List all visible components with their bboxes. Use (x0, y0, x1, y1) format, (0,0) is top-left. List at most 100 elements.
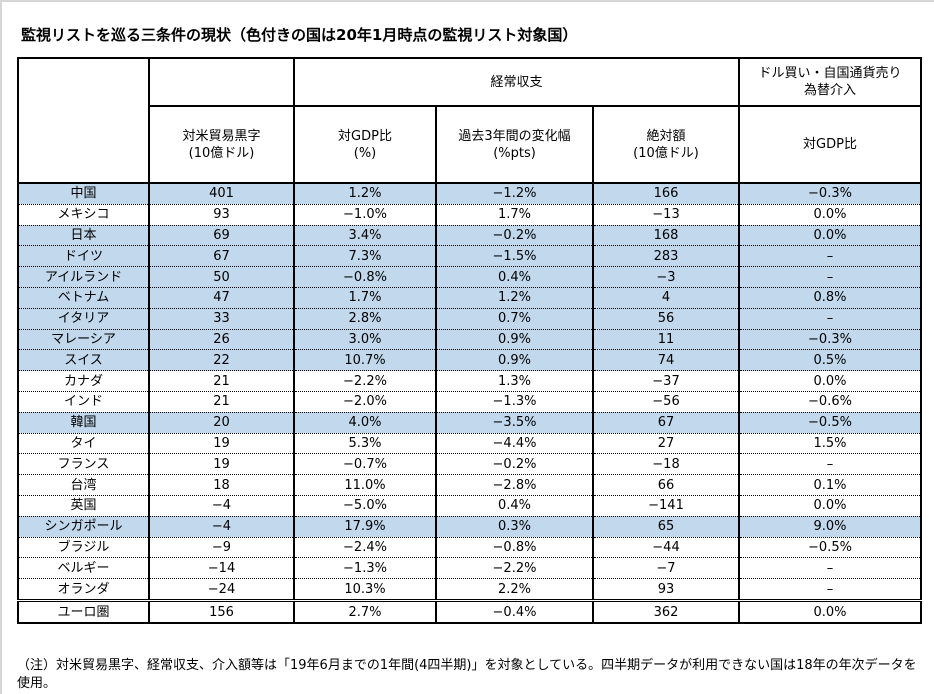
value-cell: 4.0% (293, 411, 437, 434)
col-header-change-3y: 過去3年間の変化幅 (%pts) (435, 105, 594, 184)
trade-surplus-group-cell (148, 57, 295, 107)
country-cell: ブラジル (17, 536, 150, 558)
value-cell: 1.5% (738, 432, 922, 454)
value-cell: 166 (592, 181, 740, 205)
value-cell: −0.2% (435, 453, 594, 475)
value-cell: −4 (148, 494, 295, 517)
value-cell: −44 (592, 536, 740, 558)
country-cell: ベルギー (17, 557, 150, 579)
country-cell: アイルランド (17, 266, 150, 288)
value-cell: 50 (148, 266, 295, 288)
value-cell: 1.7% (435, 203, 594, 226)
value-cell: −0.5% (738, 536, 922, 558)
value-cell: −9 (148, 536, 295, 558)
country-cell: 台湾 (17, 474, 150, 496)
value-cell: −18 (592, 453, 740, 475)
value-cell: 3.0% (293, 328, 437, 350)
value-cell: 69 (148, 224, 295, 246)
value-cell: – (738, 307, 922, 330)
value-cell: – (738, 557, 922, 579)
value-cell: 56 (592, 307, 740, 330)
value-cell: 0.3% (435, 515, 594, 538)
value-cell: −2.2% (293, 370, 437, 392)
value-cell: −3 (592, 266, 740, 288)
value-cell: 3.4% (293, 224, 437, 246)
value-cell: – (738, 266, 922, 288)
country-cell: マレーシア (17, 328, 150, 350)
country-cell: 日本 (17, 224, 150, 246)
table-row: ブラジル −9 −2.4% −0.8% −44 −0.5% (17, 536, 922, 558)
value-cell: 19 (148, 453, 295, 475)
country-cell: シンガポール (17, 515, 150, 538)
value-cell: −0.2% (435, 224, 594, 246)
value-cell: −0.8% (435, 536, 594, 558)
value-cell: 20 (148, 411, 295, 434)
value-cell: −141 (592, 494, 740, 517)
table-header: 経常収支 ドル買い・自国通貨売り 為替介入 対米貿易黒字 (10億ドル) 対GD… (17, 57, 922, 184)
col-header-gdp-ratio: 対GDP比 (%) (293, 105, 437, 184)
table-row: シンガポール −4 17.9% 0.3% 65 9.0% (17, 515, 922, 538)
table-row: メキシコ 93 −1.0% 1.7% −13 0.0% (17, 203, 922, 226)
value-cell: −4.4% (435, 432, 594, 454)
value-cell: −1.0% (293, 203, 437, 226)
table-row: 韓国 20 4.0% −3.5% 67 −0.5% (17, 411, 922, 434)
value-cell: 27 (592, 432, 740, 454)
value-cell: 74 (592, 349, 740, 371)
table-row: オランダ −24 10.3% 2.2% 93– (17, 578, 922, 601)
value-cell: 18 (148, 474, 295, 496)
country-cell: オランダ (17, 578, 150, 601)
value-cell: −14 (148, 557, 295, 579)
value-cell: 0.0% (738, 370, 922, 392)
value-cell: 5.3% (293, 432, 437, 454)
value-cell: 0.4% (435, 494, 594, 517)
page-title: 監視リストを巡る三条件の現状（色付きの国は20年1月時点の監視リスト対象国） (21, 26, 578, 44)
value-cell: 1.2% (293, 181, 437, 205)
value-cell: −0.5% (738, 411, 922, 434)
value-cell: 0.0% (738, 224, 922, 246)
value-cell: −0.4% (435, 598, 594, 624)
country-cell: ドイツ (17, 245, 150, 267)
table-row: インド 21 −2.0% −1.3% −56 −0.6% (17, 390, 922, 413)
value-cell: – (738, 245, 922, 267)
value-cell: −2.0% (293, 390, 437, 413)
country-cell: カナダ (17, 370, 150, 392)
country-cell: 英国 (17, 494, 150, 517)
value-cell: 401 (148, 181, 295, 205)
table-row: イタリア 33 2.8% 0.7% 56– (17, 307, 922, 330)
table-body: 中国 401 1.2% −1.2% 166 −0.3% メキシコ 93 −1.0% 1.7% −13… (17, 181, 922, 624)
value-cell: 22 (148, 349, 295, 371)
value-cell: 1.3% (435, 370, 594, 392)
monitoring-list-table: 経常収支 ドル買い・自国通貨売り 為替介入 対米貿易黒字 (10億ドル) 対GD… (17, 57, 922, 625)
value-cell: 9.0% (738, 515, 922, 538)
value-cell: 93 (148, 203, 295, 226)
value-cell: 0.9% (435, 328, 594, 350)
value-cell: 0.7% (435, 307, 594, 330)
value-cell: −0.3% (738, 328, 922, 350)
table-row: 英国 −4 −5.0% 0.4% −141 0.0% (17, 494, 922, 517)
value-cell: −56 (592, 390, 740, 413)
value-cell: −0.3% (738, 181, 922, 205)
value-cell: 168 (592, 224, 740, 246)
value-cell: 26 (148, 328, 295, 350)
country-cell: イタリア (17, 307, 150, 330)
country-cell: ベトナム (17, 286, 150, 309)
country-cell: 韓国 (17, 411, 150, 434)
col-header-trade-surplus: 対米貿易黒字 (10億ドル) (148, 105, 295, 184)
value-cell: 0.0% (738, 494, 922, 517)
table-row: ドイツ 67 7.3% −1.5% 283– (17, 245, 922, 267)
country-cell: メキシコ (17, 203, 150, 226)
value-cell: −13 (592, 203, 740, 226)
current-account-group-header: 経常収支 (293, 57, 740, 107)
intervention-group-header: ドル買い・自国通貨売り 為替介入 (738, 57, 922, 107)
value-cell: 33 (148, 307, 295, 330)
value-cell: −1.2% (435, 181, 594, 205)
table-row: タイ 19 5.3% −4.4% 27 1.5% (17, 432, 922, 454)
table-row: マレーシア 26 3.0% 0.9% 11 −0.3% (17, 328, 922, 350)
value-cell: 10.7% (293, 349, 437, 371)
table-row: ベルギー −14 −1.3% −2.2% −7– (17, 557, 922, 579)
value-cell: 11 (592, 328, 740, 350)
value-cell: −0.8% (293, 266, 437, 288)
value-cell: 0.0% (738, 203, 922, 226)
table-row: カナダ 21 −2.2% 1.3% −37 0.0% (17, 370, 922, 392)
value-cell: −37 (592, 370, 740, 392)
